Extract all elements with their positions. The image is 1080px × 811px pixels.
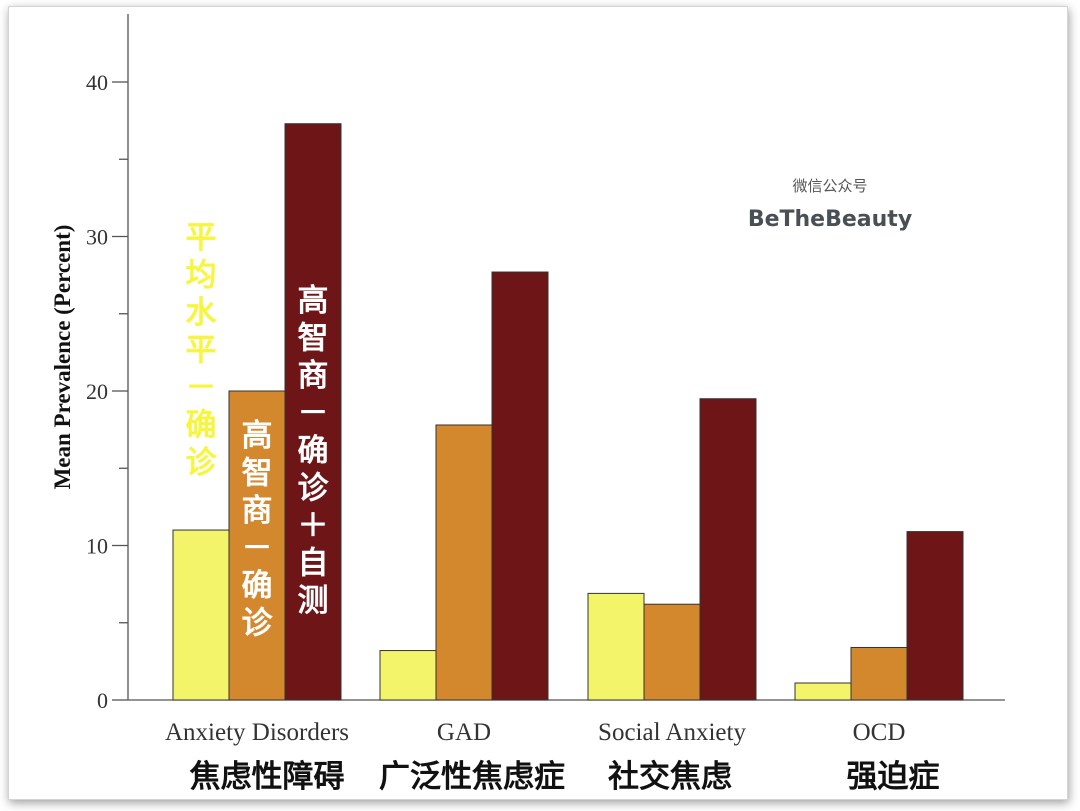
y-tick-label: 0 [97, 688, 108, 713]
x-category-label-cn: 广泛性焦虑症 [379, 759, 565, 795]
bar-1-2 [379, 650, 437, 701]
x-category-label-cn: 焦虑性障碍 [190, 759, 345, 795]
x-category-label: OCD [853, 719, 906, 746]
x-category-label: GAD [437, 719, 491, 746]
y-tick-label: 10 [86, 534, 108, 559]
bar-1-4 [794, 682, 852, 701]
series-name-vertical: 平均水平－确诊 [186, 220, 218, 481]
bar-1-3 [587, 592, 645, 701]
y-axis-label: Mean Prevalence (Percent) [50, 225, 75, 490]
x-category-label: Anxiety Disorders [165, 719, 349, 746]
bar-3-3 [699, 398, 757, 701]
watermark-line2: BeTheBeauty [748, 207, 912, 232]
x-category-label: Social Anxiety [598, 719, 746, 746]
bar-2-4 [850, 646, 908, 701]
bar-3-2 [491, 271, 549, 701]
series-name-vertical: 高智商－确诊 [242, 418, 274, 642]
labels: Anxiety Disorders GAD Social Anxiety OCD 焦虑性… [165, 220, 940, 795]
bar-1-1 [172, 529, 230, 701]
bars [172, 123, 964, 701]
y-tick-label: 20 [86, 379, 108, 404]
bar-3-1 [284, 123, 342, 701]
bar-2-3 [643, 603, 701, 701]
y-tick-label: 30 [86, 225, 108, 250]
bar-2-1 [228, 390, 286, 701]
bar-2-2 [435, 424, 493, 701]
bar-3-4 [906, 531, 964, 701]
x-category-label-cn: 社交焦虑 [608, 759, 732, 795]
y-tick-label: 40 [86, 70, 108, 95]
watermark-line1: 微信公众号 [792, 177, 867, 195]
series-name-vertical: 高智商－确诊＋自测 [298, 283, 330, 619]
x-category-label-cn: 强迫症 [847, 759, 940, 795]
